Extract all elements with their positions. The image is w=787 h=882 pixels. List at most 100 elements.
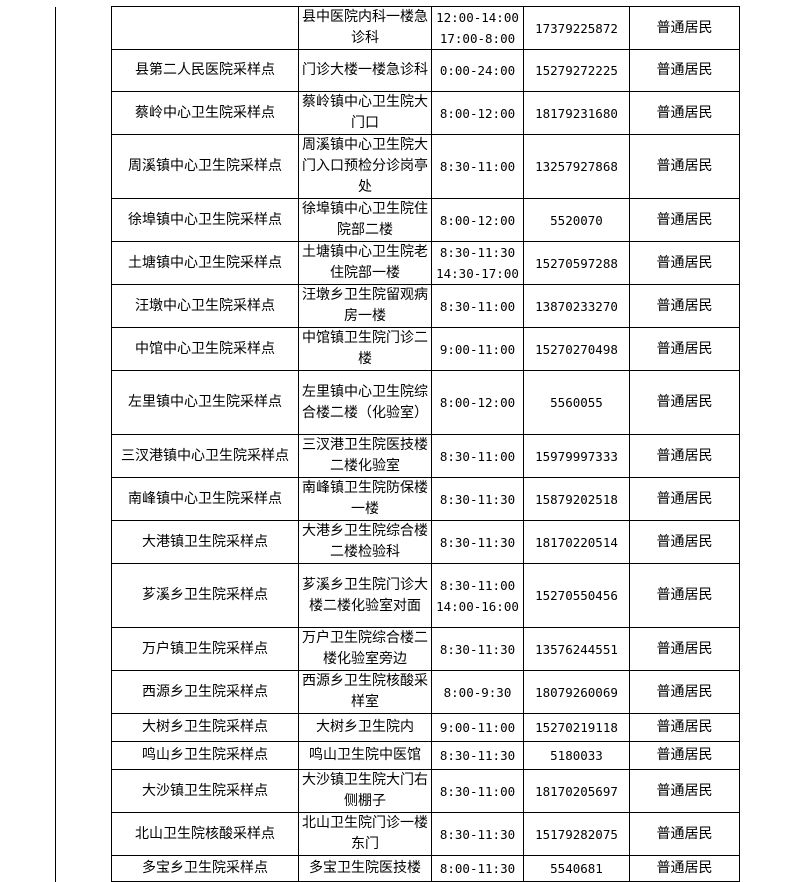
table-row: 芗溪乡卫生院采样点 芗溪乡卫生院门诊大楼二楼化验室对面 8:30-11:00 14:0… <box>56 563 740 628</box>
hours-line: 8:30-11:30 <box>439 826 516 842</box>
phone-cell: 18079260069 <box>523 670 630 714</box>
table-row: 县第二人民医院采样点 门诊大楼一楼急诊科 0:00-24:00 15279272225… <box>56 49 740 92</box>
hours-line: 12:00-14:00 <box>436 10 519 25</box>
table-row: 万户镇卫生院采样点 万户卫生院综合楼二楼化验室旁边 8:30-11:30 135762… <box>56 627 740 671</box>
site-name-cell: 芗溪乡卫生院采样点 <box>111 563 299 628</box>
site-name-cell: 大港镇卫生院采样点 <box>111 520 299 564</box>
hours-line: 0:00-24:00 <box>439 63 516 78</box>
population-type-cell: 普通居民 <box>629 49 740 92</box>
address-cell: 门诊大楼一楼急诊科 <box>298 49 432 92</box>
table-row: 鸣山乡卫生院采样点 鸣山卫生院中医馆 8:30-11:30 5180033 普通居民 <box>56 741 740 770</box>
population-type-cell: 普通居民 <box>629 134 740 199</box>
site-name-cell: 汪墩中心卫生院采样点 <box>111 284 299 328</box>
table-row: 大沙镇卫生院采样点 大沙镇卫生院大门右侧棚子 8:30-11:00 181702056… <box>56 769 740 813</box>
population-type-cell: 普通居民 <box>629 6 740 50</box>
population-type-cell: 普通居民 <box>629 520 740 564</box>
site-name-cell: 南峰镇中心卫生院采样点 <box>111 477 299 521</box>
hours-line: 14:30-17:00 <box>436 266 519 281</box>
hours-line: 9:00-11:00 <box>439 341 516 357</box>
hours-cell: 8:30-11:30 14:30-17:00 <box>431 241 524 285</box>
address-cell: 三汊港卫生院医技楼二楼化验室 <box>298 434 432 478</box>
phone-cell: 15179282075 <box>523 812 630 856</box>
hours-line: 8:30-11:30 <box>439 245 516 260</box>
table-row: 周溪镇中心卫生院采样点 周溪镇中心卫生院大门入口预检分诊岗亭处 8:30-11:00… <box>56 134 740 199</box>
hours-cell: 8:30-11:00 <box>431 284 524 328</box>
hours-cell: 8:00-12:00 <box>431 198 524 242</box>
phone-cell: 18179231680 <box>523 91 630 135</box>
table-row: 徐埠镇中心卫生院采样点 徐埠镇中心卫生院住院部二楼 8:00-12:00 552007… <box>56 198 740 242</box>
population-type-cell: 普通居民 <box>629 477 740 521</box>
site-name-cell: 左里镇中心卫生院采样点 <box>111 370 299 435</box>
hours-cell: 8:00-11:30 <box>431 855 524 882</box>
table-row: 南峰镇中心卫生院采样点 南峰镇卫生院防保楼一楼 8:30-11:30 15879202… <box>56 477 740 521</box>
phone-cell: 15279272225 <box>523 49 630 92</box>
hours-cell: 8:30-11:30 <box>431 812 524 856</box>
site-name-cell: 鸣山乡卫生院采样点 <box>111 741 299 770</box>
hours-cell: 8:30-11:00 <box>431 434 524 478</box>
table-row: 汪墩中心卫生院采样点 汪墩乡卫生院留观病房一楼 8:30-11:00 13870233… <box>56 284 740 328</box>
hours-line: 8:30-11:30 <box>439 748 516 763</box>
site-name-cell: 三汊港镇中心卫生院采样点 <box>111 434 299 478</box>
hours-cell: 9:00-11:00 <box>431 327 524 371</box>
table-row: 土塘镇中心卫生院采样点 土塘镇中心卫生院老住院部一楼 8:30-11:30 14:30… <box>56 241 740 285</box>
address-cell: 万户卫生院综合楼二楼化验室旁边 <box>298 627 432 671</box>
hours-cell: 8:30-11:30 <box>431 520 524 564</box>
population-type-cell: 普通居民 <box>629 198 740 242</box>
hours-line: 8:30-11:00 <box>439 448 516 464</box>
phone-cell: 13576244551 <box>523 627 630 671</box>
table-row: 左里镇中心卫生院采样点 左里镇中心卫生院综合楼二楼（化验室） 8:00-12:00 5… <box>56 370 740 435</box>
table-row: 大港镇卫生院采样点 大港乡卫生院综合楼二楼检验科 8:30-11:30 1817022… <box>56 520 740 564</box>
address-cell: 南峰镇卫生院防保楼一楼 <box>298 477 432 521</box>
hours-line: 8:00-12:00 <box>439 395 516 410</box>
site-name-cell <box>111 6 299 50</box>
site-name-cell: 徐埠镇中心卫生院采样点 <box>111 198 299 242</box>
site-name-cell: 大树乡卫生院采样点 <box>111 713 299 742</box>
site-name-cell: 土塘镇中心卫生院采样点 <box>111 241 299 285</box>
site-name-cell: 县第二人民医院采样点 <box>111 49 299 92</box>
hours-cell: 8:30-11:00 14:00-16:00 <box>431 563 524 628</box>
address-cell: 西源乡卫生院核酸采样室 <box>298 670 432 714</box>
hours-line: 8:30-11:30 <box>439 491 516 507</box>
hours-line: 8:30-11:00 <box>439 159 516 174</box>
hours-line: 17:00-8:00 <box>439 31 516 46</box>
address-cell: 鸣山卫生院中医馆 <box>298 741 432 770</box>
population-type-cell: 普通居民 <box>629 812 740 856</box>
population-type-cell: 普通居民 <box>629 284 740 328</box>
table-row: 大树乡卫生院采样点 大树乡卫生院内 9:00-11:00 15270219118 普通居… <box>56 713 740 742</box>
population-type-cell: 普通居民 <box>629 670 740 714</box>
hours-cell: 8:30-11:00 <box>431 134 524 199</box>
population-type-cell: 普通居民 <box>629 627 740 671</box>
hours-cell: 8:00-12:00 <box>431 370 524 435</box>
hours-cell: 8:00-12:00 <box>431 91 524 135</box>
merged-region-cell <box>55 6 112 882</box>
site-name-cell: 西源乡卫生院采样点 <box>111 670 299 714</box>
site-name-cell: 周溪镇中心卫生院采样点 <box>111 134 299 199</box>
hours-line: 8:30-11:30 <box>439 534 516 550</box>
phone-cell: 5520070 <box>523 198 630 242</box>
population-type-cell: 普通居民 <box>629 741 740 770</box>
phone-cell: 5540681 <box>523 855 630 882</box>
address-cell: 大沙镇卫生院大门右侧棚子 <box>298 769 432 813</box>
hours-cell: 0:00-24:00 <box>431 49 524 92</box>
hours-line: 8:30-11:00 <box>439 298 516 314</box>
phone-cell: 15270270498 <box>523 327 630 371</box>
address-cell: 县中医院内科一楼急诊科 <box>298 6 432 50</box>
site-name-cell: 北山卫生院核酸采样点 <box>111 812 299 856</box>
hours-line: 8:00-12:00 <box>439 105 516 121</box>
phone-cell: 13257927868 <box>523 134 630 199</box>
sampling-sites-table: 县中医院内科一楼急诊科 12:00-14:00 17:00-8:00 17379225… <box>55 6 740 882</box>
address-cell: 土塘镇中心卫生院老住院部一楼 <box>298 241 432 285</box>
table-row: 多宝乡卫生院采样点 多宝卫生院医技楼 8:00-11:30 5540681 普通居民 <box>56 855 740 882</box>
hours-line: 8:30-11:00 <box>439 783 516 799</box>
address-cell: 大港乡卫生院综合楼二楼检验科 <box>298 520 432 564</box>
population-type-cell: 普通居民 <box>629 769 740 813</box>
hours-cell: 8:30-11:30 <box>431 477 524 521</box>
address-cell: 汪墩乡卫生院留观病房一楼 <box>298 284 432 328</box>
phone-cell: 15270219118 <box>523 713 630 742</box>
phone-cell: 15879202518 <box>523 477 630 521</box>
hours-line: 8:00-9:30 <box>443 684 512 700</box>
hours-line: 14:00-16:00 <box>436 598 519 614</box>
hours-line: 8:00-12:00 <box>439 212 516 228</box>
hours-cell: 8:00-9:30 <box>431 670 524 714</box>
population-type-cell: 普通居民 <box>629 855 740 882</box>
